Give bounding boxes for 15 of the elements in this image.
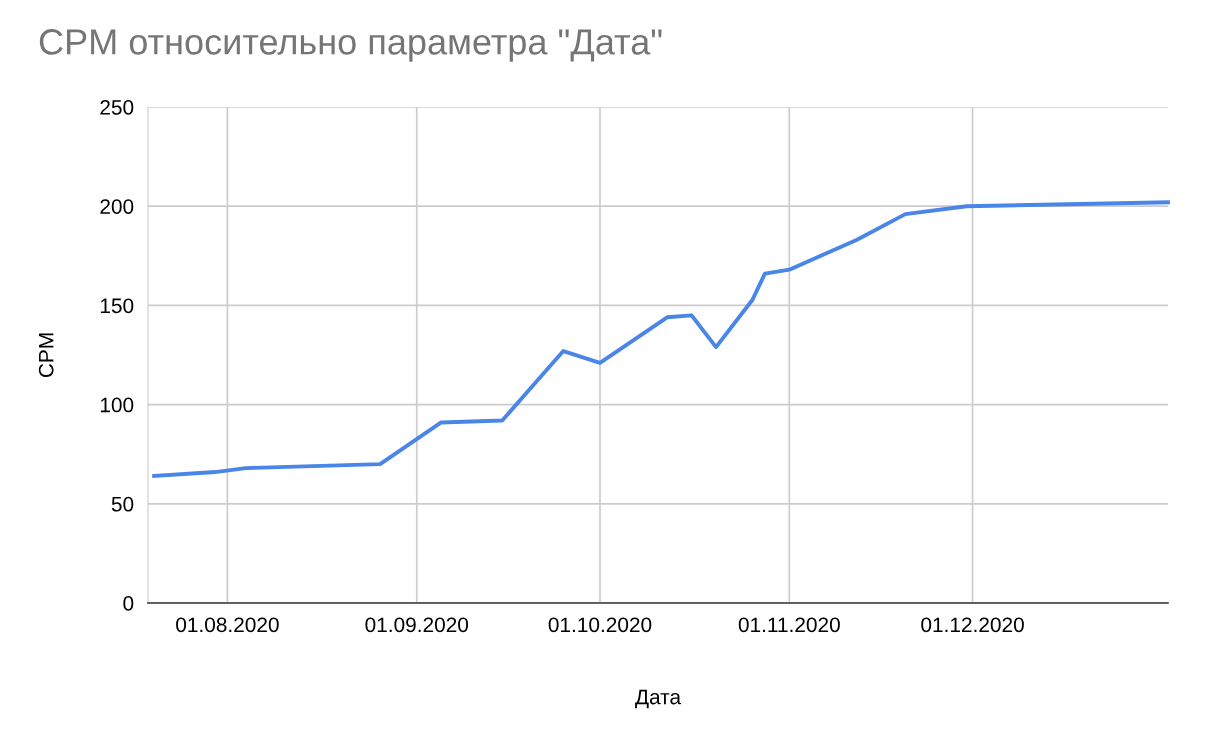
line-series xyxy=(152,200,1170,478)
x-tick-label: 01.11.2020 xyxy=(738,617,840,633)
y-tick-label: 200 xyxy=(100,199,134,214)
x-tick-label: 01.09.2020 xyxy=(365,617,469,633)
chart-title: CPM относительно параметра "Дата" xyxy=(39,29,662,62)
x-axis-title: Дата xyxy=(635,689,682,709)
x-tick-label: 01.10.2020 xyxy=(548,617,652,633)
y-tick-label: 50 xyxy=(111,496,134,512)
x-tick-label: 01.12.2020 xyxy=(921,617,1024,633)
y-axis-title: CPM xyxy=(38,333,54,378)
x-tick-label: 01.08.2020 xyxy=(176,617,279,633)
y-tick-label: 0 xyxy=(123,596,134,611)
y-tick-label: 250 xyxy=(100,100,134,115)
y-tick-label: 100 xyxy=(100,397,134,413)
y-tick-label: 150 xyxy=(100,298,134,314)
